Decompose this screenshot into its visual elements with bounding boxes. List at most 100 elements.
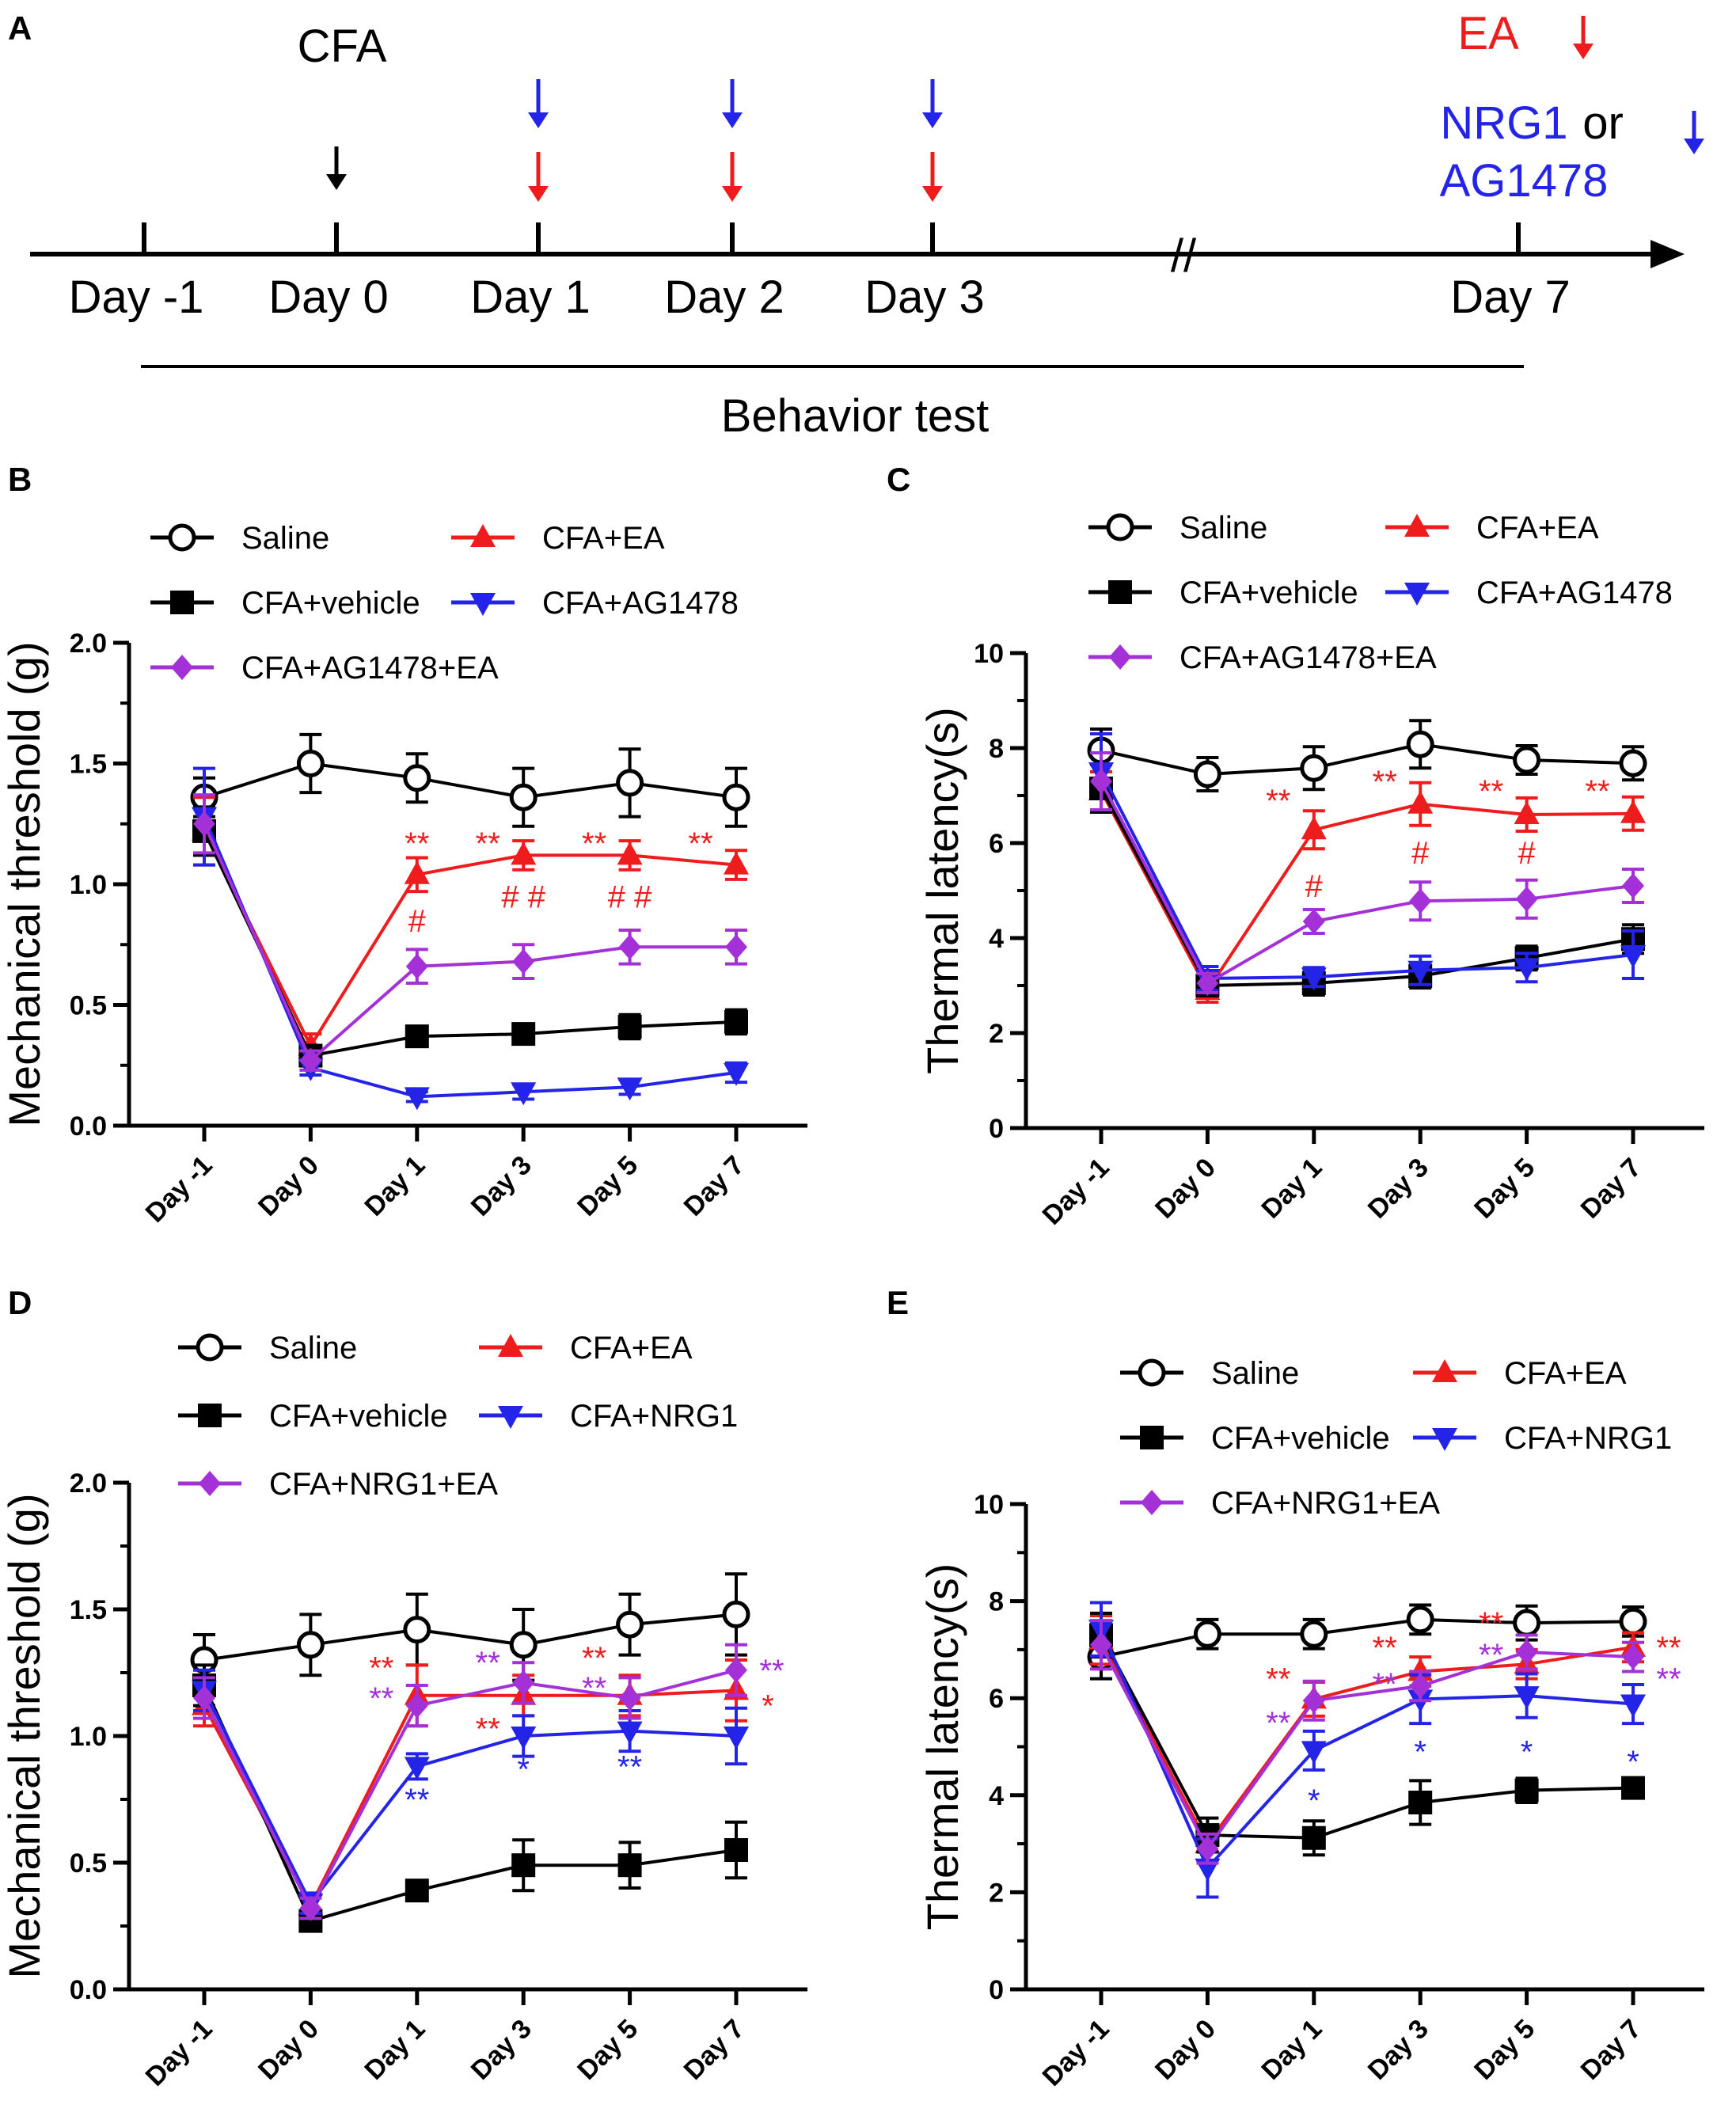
data-point-c-cfa-ag1478 [1620,945,1646,968]
legend-item-cfa-ag1478: CFA+AG1478 [451,586,739,621]
x-tick-label-c-day-0: Day 0 [1149,1153,1221,1225]
legend-marker-cfa-ag1478-ea [1109,644,1131,670]
y-tick-label-e: 10 [974,1490,1004,1520]
data-point-b-cfa-ag1478-ea [193,811,215,837]
series-line-d-cfa-ea [203,1689,737,1909]
series-line-d-cfa-nrg1 [203,1689,737,1906]
series-line-b-cfa-ea [203,830,737,1050]
data-point-d-saline [403,1616,431,1644]
data-point-b-cfa-ag1478 [404,1087,430,1111]
y-axis-label-c: Thermal latency(s) [917,707,967,1074]
data-point-e-cfa-nrg1 [1514,1686,1540,1710]
data-point-c-cfa-ag1478 [1407,960,1434,984]
x-tick-label-c-day-5: Day 5 [1468,1153,1540,1225]
panel-label-b: B [8,461,32,498]
series-line-c-cfa-ag1478 [1100,771,1634,981]
series-line-b-cfa-ag1478-ea [203,822,736,1063]
data-point-b-cfa-ea [404,860,430,884]
data-point-b-saline [722,783,750,811]
data-point-d-saline [722,1600,750,1628]
legend-label-cfa-ag1478: CFA+AG1478 [542,586,739,621]
data-point-c-saline [1300,754,1328,782]
series-d-cfa-vehicle [192,1663,748,1933]
x-tick-label-c-day-1: Day -1 [1037,1153,1115,1231]
legend-marker-cfa-nrg1-ea [1141,1490,1163,1515]
data-point-d-cfa-vehicle [511,1853,536,1878]
data-point-e-cfa-nrg1-ea [1196,1836,1219,1862]
legend-label-cfa-nrg1: CFA+NRG1 [570,1399,738,1434]
series-line-e-cfa-ea [1100,1639,1634,1847]
legend-marker-cfa-vehicle [1140,1426,1164,1449]
y-tick-label-d: 2.0 [70,1468,107,1499]
x-tick-label-b-day-0: Day 0 [253,1150,325,1222]
data-point-e-saline [1513,1609,1541,1637]
ea-legend-arrow [1573,16,1594,59]
series-line-e-cfa-vehicle [1100,1634,1634,1840]
data-point-b-cfa-ag1478 [511,1082,537,1106]
legend-label-saline: Saline [1211,1356,1299,1391]
legend-label-cfa-ea: CFA+EA [570,1331,693,1366]
legend-marker-cfa-nrg1 [1432,1428,1457,1451]
data-point-c-cfa-ea [1407,790,1434,814]
significance-mark-d: ** [405,1783,429,1818]
timeline-day-day-2: Day 2 [664,272,784,323]
legend-marker-cfa-ea [1404,514,1430,537]
legend-label-cfa-nrg1-ea: CFA+NRG1+EA [269,1467,498,1502]
y-tick-label-c: 2 [989,1019,1004,1049]
cfa-label: CFA [298,21,387,72]
data-point-e-cfa-vehicle [1514,1778,1539,1803]
x-tick-label-b-day-5: Day 5 [572,1150,644,1222]
y-tick-label-c: 4 [989,924,1004,954]
y-tick-label-e: 8 [989,1587,1004,1617]
timeline-day-day-7: Day 7 [1450,272,1571,323]
significance-mark-d: ** [617,1749,642,1784]
data-point-e-cfa-vehicle [1301,1825,1326,1850]
significance-mark-c: ** [1479,774,1503,809]
series-b-cfa-ag1478 [192,766,749,1111]
series-line-b-cfa-ag1478 [203,815,737,1099]
y-tick-label-c: 8 [989,734,1004,764]
significance-mark-e: * [1414,1735,1426,1770]
panel-label-d: D [8,1284,32,1321]
legend-item-cfa-nrg1: CFA+NRG1 [1413,1421,1672,1456]
significance-mark-d: ** [759,1654,784,1689]
panel-label-a: A [8,9,32,47]
significance-mark-e: * [1308,1784,1320,1818]
data-point-d-cfa-nrg1-ea [618,1685,641,1711]
series-c-cfa-ea [1088,770,1646,1004]
y-tick-label-e: 6 [989,1684,1004,1714]
y-axis-label-d: Mechanical threshold (g) [0,1493,49,1978]
x-tick-label-e-day-1: Day -1 [1037,2014,1115,2092]
series-line-b-saline [203,762,737,800]
legend-marker-cfa-ea [1432,1359,1457,1382]
series-line-e-cfa-nrg1-ea [1100,1643,1634,1852]
series-b-cfa-ea [192,796,749,1060]
data-point-c-cfa-ea [1620,800,1646,823]
legend-item-cfa-ea: CFA+EA [1385,511,1599,545]
legend-item-cfa-vehicle: CFA+vehicle [178,1399,448,1434]
ag1478-label: AG1478 [1440,155,1609,207]
ea-label: EA [1457,8,1519,59]
legend-item-cfa-ag1478: CFA+AG1478 [1385,576,1673,610]
series-e-cfa-nrg1-ea [1090,1619,1644,1865]
legend-marker-cfa-vehicle [1108,580,1132,604]
y-tick-label-d: 0.5 [70,1848,107,1879]
data-point-d-saline [616,1610,644,1639]
significance-mark-e: ** [1479,1638,1503,1673]
data-point-d-saline [296,1631,325,1659]
x-tick-label-d-day-1: Day -1 [140,2014,218,2092]
data-point-e-cfa-nrg1 [1620,1694,1646,1718]
significance-mark-e: ** [1266,1662,1290,1697]
legend-label-cfa-ag1478-ea: CFA+AG1478+EA [1179,640,1437,675]
legend-marker-saline [196,1333,224,1362]
legend-label-saline: Saline [1179,511,1267,545]
timeline-diagram: CFA EA NRG1 or AG1478 Behavior test // D… [30,8,1704,442]
series-e-cfa-vehicle [1089,1611,1645,1857]
legend-item-saline: Saline [150,521,329,556]
data-point-b-cfa-ag1478 [617,1077,643,1101]
series-b-cfa-ag1478-ea [193,793,747,1073]
legend-item-cfa-nrg1-ea: CFA+NRG1+EA [1120,1486,1440,1521]
panel-c-chart: 0 2 4 6 8 10 Thermal latency(s) Day -1 Day 0 Day … [917,511,1704,1231]
x-tick-label-e-day-5: Day 5 [1468,2014,1540,2086]
